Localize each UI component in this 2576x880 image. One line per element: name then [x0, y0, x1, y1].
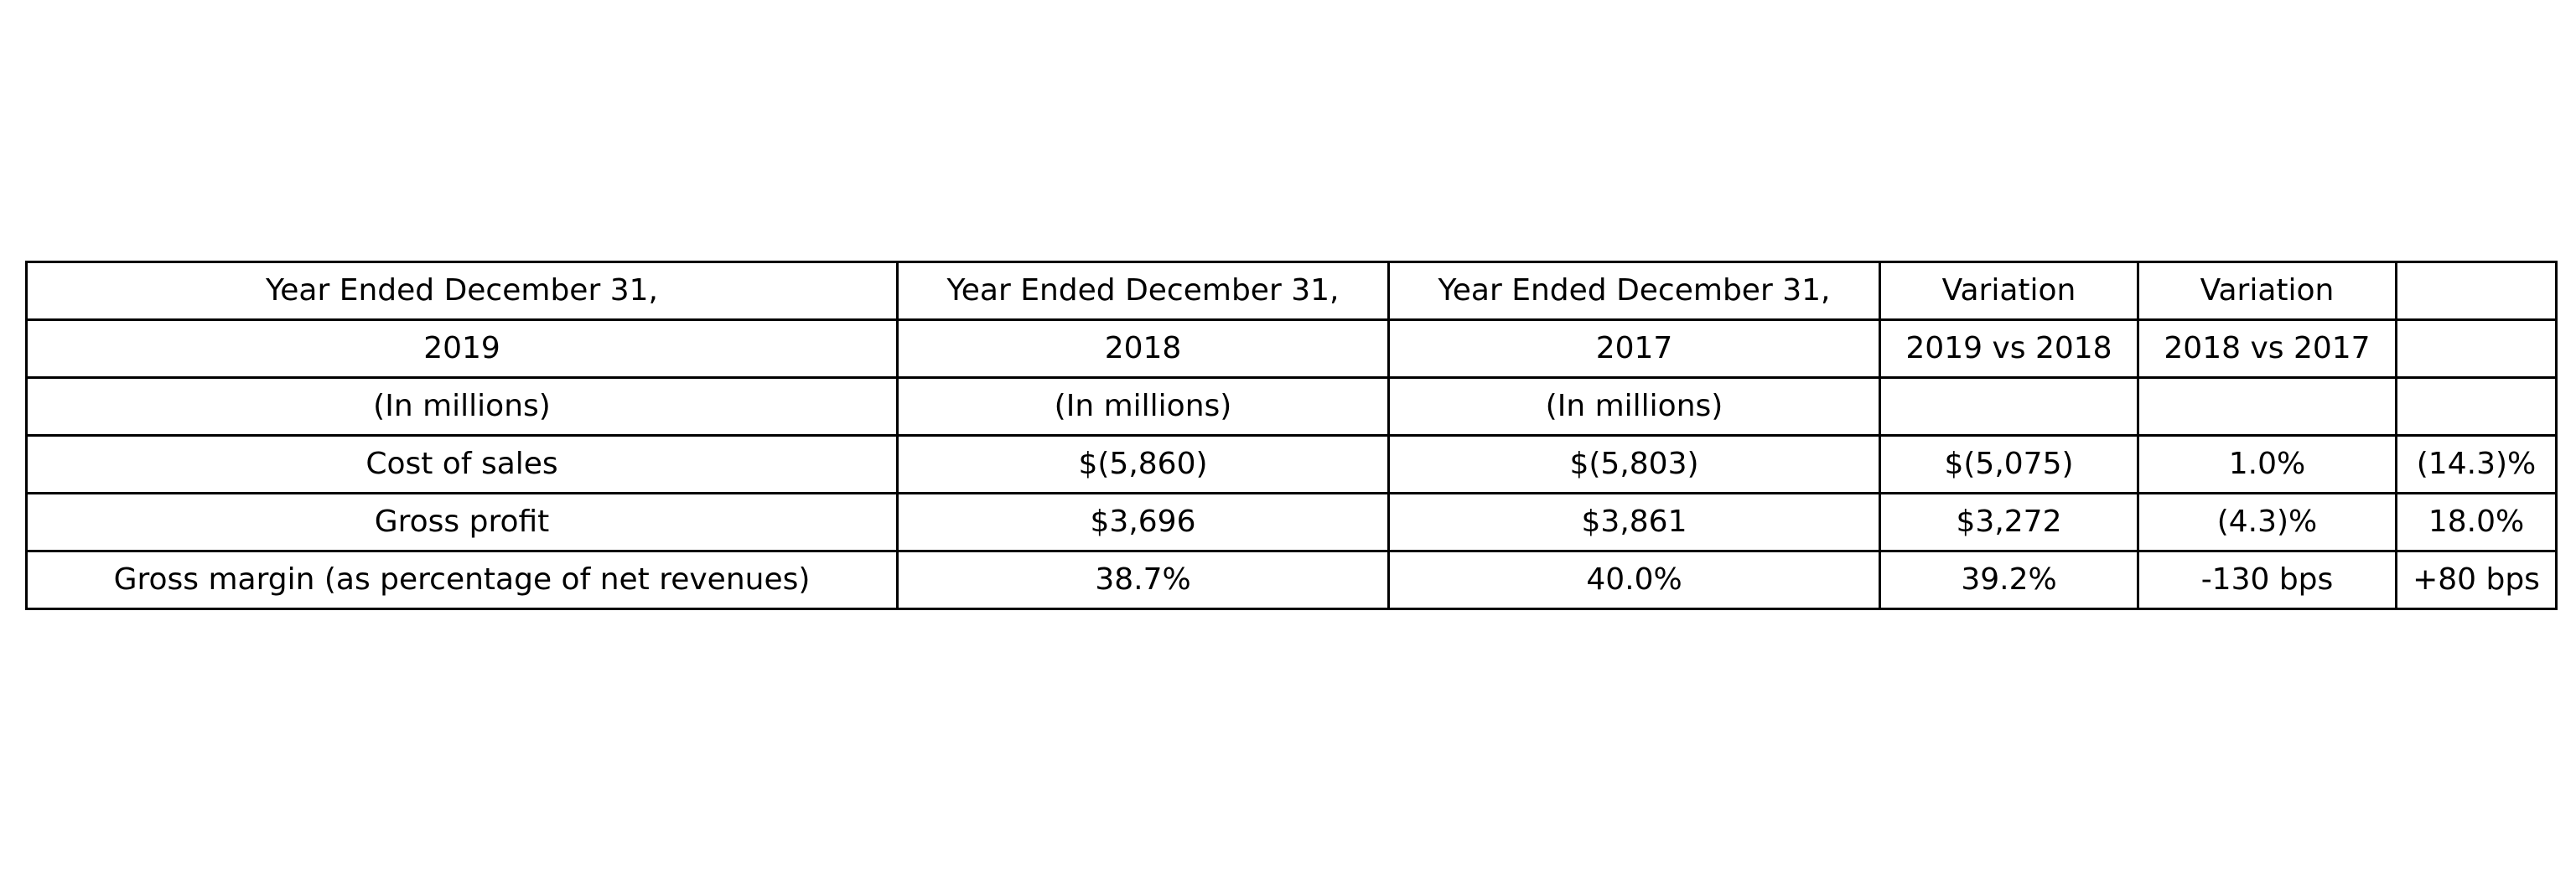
table-cell: Variation — [2137, 261, 2397, 321]
table-cell: Cost of sales — [25, 434, 899, 494]
table-cell — [2395, 376, 2558, 437]
table-cell: 2018 — [896, 318, 1390, 379]
table-row: Year Ended December 31, Year Ended Decemb… — [25, 261, 2558, 321]
table-cell: 18.0% — [2395, 492, 2558, 552]
table-cell: 40.0% — [1387, 550, 1881, 610]
table-body: Year Ended December 31, Year Ended Decemb… — [25, 261, 2558, 610]
table-cell: Year Ended December 31, — [1387, 261, 1881, 321]
table-cell: 1.0% — [2137, 434, 2397, 494]
table-cell: (14.3)% — [2395, 434, 2558, 494]
table-cell: $(5,860) — [896, 434, 1390, 494]
table-cell: $3,272 — [1879, 492, 2139, 552]
table-cell: Year Ended December 31, — [25, 261, 899, 321]
table-cell — [2395, 261, 2558, 321]
table-cell: (In millions) — [1387, 376, 1881, 437]
table-cell: (In millions) — [25, 376, 899, 437]
table-cell: Gross margin (as percentage of net reven… — [25, 550, 899, 610]
table-row: Gross margin (as percentage of net reven… — [25, 550, 2558, 610]
table-cell: 2018 vs 2017 — [2137, 318, 2397, 379]
table-cell: 39.2% — [1879, 550, 2139, 610]
table-cell: $3,861 — [1387, 492, 1881, 552]
table-row: Cost of sales $(5,860) $(5,803) $(5,075) 1.0… — [25, 434, 2558, 494]
table-cell: $(5,803) — [1387, 434, 1881, 494]
table-cell: 38.7% — [896, 550, 1390, 610]
table-cell: $3,696 — [896, 492, 1390, 552]
financial-table: Year Ended December 31, Year Ended Decemb… — [25, 261, 2558, 610]
table-cell — [2137, 376, 2397, 437]
table-cell — [2395, 318, 2558, 379]
table-cell: Variation — [1879, 261, 2139, 321]
table-cell: 2019 vs 2018 — [1879, 318, 2139, 379]
table-row: 2019 2018 2017 2019 vs 2018 2018 vs 2017 — [25, 318, 2558, 379]
table-row: Gross profit $3,696 $3,861 $3,272 (4.3)% 18.0… — [25, 492, 2558, 552]
table-cell: +80 bps — [2395, 550, 2558, 610]
table-cell: Year Ended December 31, — [896, 261, 1390, 321]
table-cell: 2017 — [1387, 318, 1881, 379]
table-cell: -130 bps — [2137, 550, 2397, 610]
table-cell: $(5,075) — [1879, 434, 2139, 494]
table-cell: Gross profit — [25, 492, 899, 552]
table-cell: 2019 — [25, 318, 899, 379]
table-cell — [1879, 376, 2139, 437]
table-row: (In millions) (In millions) (In millions) — [25, 376, 2558, 437]
table-cell: (4.3)% — [2137, 492, 2397, 552]
table-cell: (In millions) — [896, 376, 1390, 437]
